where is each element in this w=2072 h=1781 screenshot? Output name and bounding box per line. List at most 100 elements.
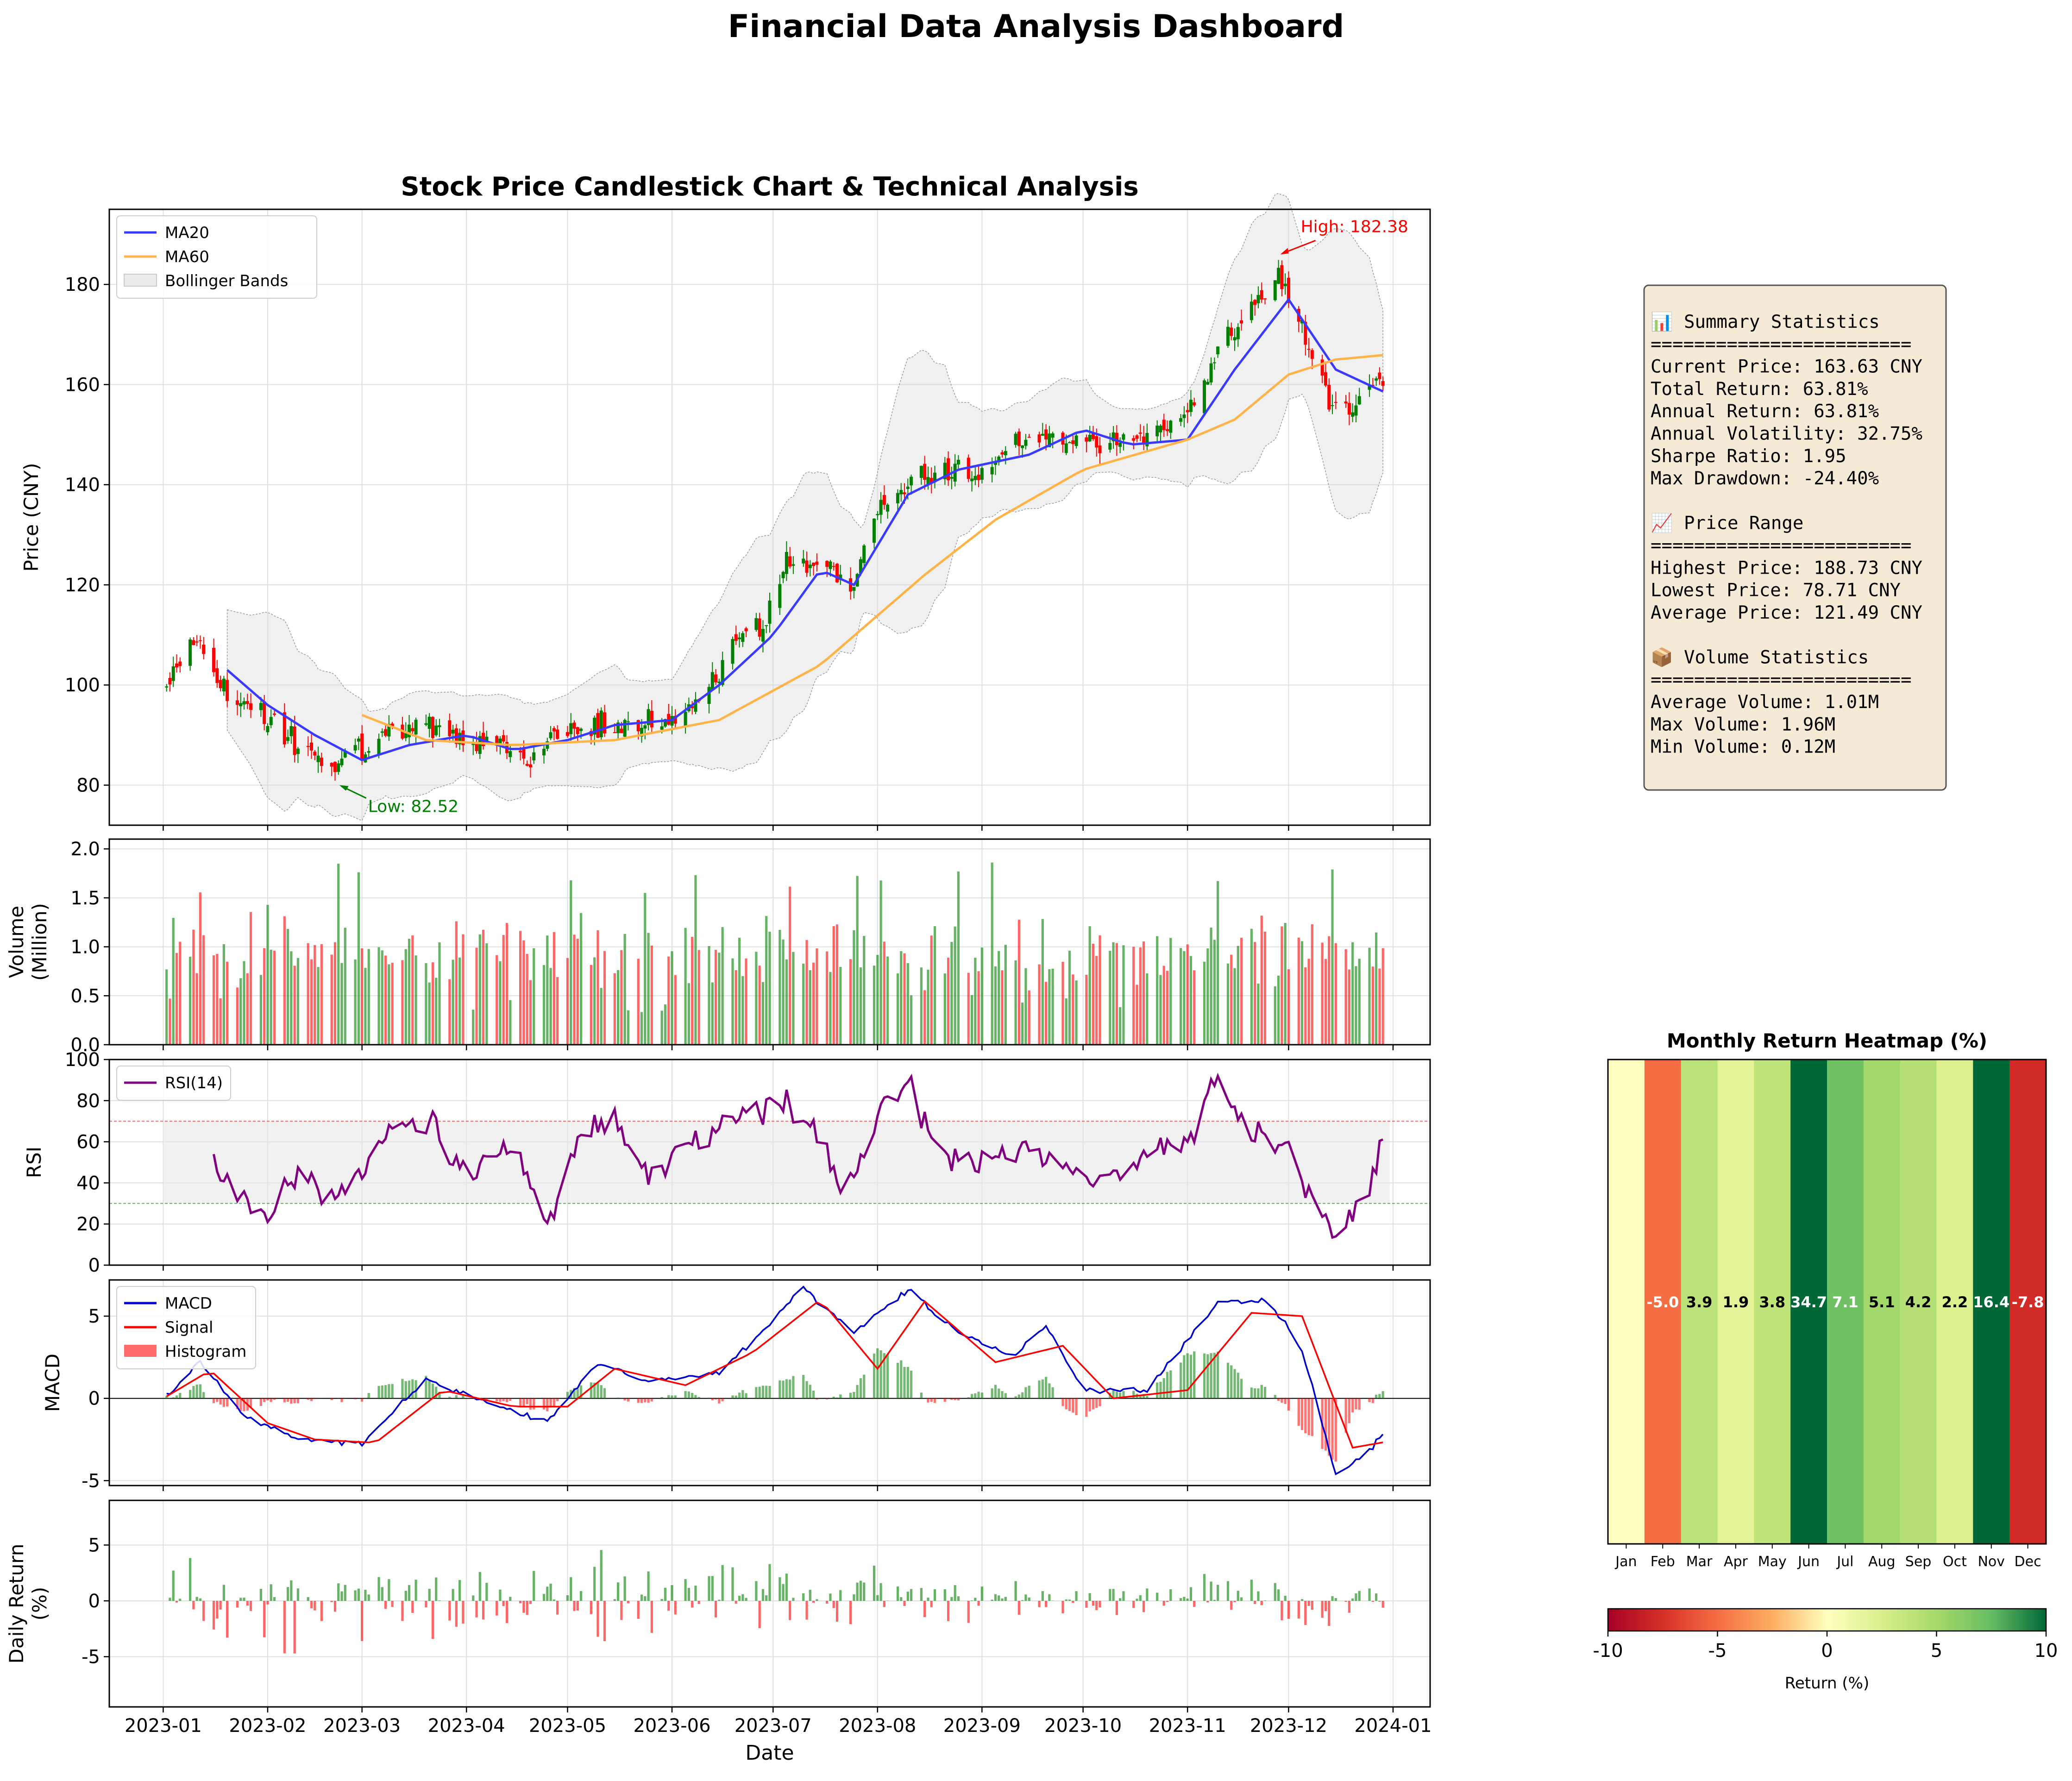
- volume-bar: [1183, 951, 1186, 1045]
- volume-bar: [617, 970, 620, 1045]
- volume-bar: [660, 1010, 663, 1045]
- volume-bar: [1021, 1002, 1024, 1045]
- macd-histogram-bar: [977, 1392, 980, 1398]
- heatmap-month-label: Dec: [2015, 1554, 2041, 1570]
- volume-bar: [1281, 926, 1283, 1045]
- daily-return-bar: [1210, 1581, 1212, 1601]
- macd-histogram-bar: [1328, 1398, 1331, 1456]
- daily-return-panel: -5 0 5 Daily Return(%) 2023-01 2023-02 2023-03…: [5, 1499, 1432, 1765]
- daily-return-bar: [1112, 1589, 1115, 1601]
- macd-histogram-bar: [499, 1398, 502, 1402]
- daily-return-bar: [637, 1600, 640, 1619]
- candlestick: [886, 503, 890, 519]
- daily-return-y-tick-label: -5: [82, 1647, 100, 1668]
- volume-bar: [310, 959, 313, 1045]
- macd-histogram-bar: [273, 1398, 276, 1400]
- candlestick: [357, 736, 360, 750]
- volume-bar: [1004, 945, 1007, 1045]
- volume-bar: [411, 935, 414, 1045]
- daily-return-bar: [708, 1576, 710, 1601]
- heatmap-cell-label: 34.7: [1790, 1293, 1827, 1311]
- macd-histogram-bar: [1358, 1398, 1361, 1410]
- volume-bar: [687, 983, 690, 1045]
- daily-return-bar: [542, 1594, 546, 1601]
- candlestick: [738, 632, 741, 648]
- candlestick: [249, 693, 253, 718]
- daily-return-bar: [246, 1600, 249, 1606]
- macd-histogram-bar: [1139, 1395, 1142, 1398]
- legend-entry-label: MACD: [165, 1294, 212, 1313]
- candlestick: [731, 636, 735, 670]
- volume-bar: [1180, 948, 1182, 1045]
- macd-histogram-bar: [1119, 1392, 1122, 1398]
- heatmap-cell: [1608, 1060, 1645, 1544]
- candlestick: [320, 753, 323, 773]
- daily-return-bar: [546, 1587, 549, 1601]
- candlestick: [283, 703, 286, 748]
- volume-bar: [849, 959, 852, 1045]
- volume-bar: [384, 955, 387, 1045]
- candlestick: [1226, 320, 1230, 348]
- candlestick: [1347, 392, 1351, 426]
- candlestick: [572, 720, 576, 739]
- volume-bar: [239, 978, 242, 1045]
- volume-bar: [741, 976, 744, 1045]
- candlestick: [1004, 446, 1007, 464]
- daily-return-bar: [452, 1589, 454, 1601]
- candlestick: [758, 613, 761, 640]
- daily-return-bar: [431, 1600, 434, 1639]
- candlestick: [1108, 433, 1112, 453]
- candlestick: [785, 541, 788, 581]
- daily-return-bar: [674, 1600, 677, 1615]
- daily-return-bar: [428, 1589, 431, 1601]
- volume-bar: [883, 941, 885, 1045]
- volume-bar: [943, 973, 946, 1045]
- candlestick: [947, 451, 950, 486]
- macd-histogram-bar: [785, 1379, 788, 1398]
- legend-entry-label: MA60: [165, 248, 209, 266]
- daily-return-bar: [1014, 1581, 1017, 1601]
- volume-bar: [287, 928, 289, 1045]
- volume-bar: [998, 951, 1000, 1045]
- macd-histogram-bar: [980, 1392, 983, 1398]
- daily-return-bar: [761, 1589, 765, 1601]
- daily-return-bar: [1024, 1594, 1027, 1601]
- daily-return-bar: [226, 1600, 229, 1638]
- volume-bar: [1119, 1007, 1122, 1045]
- volume-bar: [1355, 966, 1357, 1045]
- macd-histogram-bar: [1351, 1398, 1354, 1413]
- candlestick: [1375, 376, 1378, 386]
- daily-return-bar: [320, 1600, 323, 1621]
- macd-histogram-bar: [1162, 1378, 1165, 1398]
- macd-histogram-bar: [1028, 1386, 1030, 1398]
- macd-histogram-bar: [381, 1385, 383, 1398]
- macd-panel: -5 0 5 MACD MACD Signal Histogram: [41, 1279, 1431, 1492]
- macd-histogram-bar: [502, 1398, 505, 1401]
- heatmap-month-label: Sep: [1905, 1554, 1932, 1570]
- macd-histogram-bar: [1088, 1398, 1091, 1411]
- volume-bar: [802, 963, 805, 1045]
- volume-bar: [1162, 966, 1165, 1045]
- monthly-return-heatmap: Monthly Return Heatmap (%) Jan -5.0 Feb 3.9 M…: [1593, 1029, 2058, 1693]
- daily-return-bar: [1180, 1598, 1182, 1601]
- macd-histogram-bar: [974, 1393, 977, 1398]
- daily-return-bar: [789, 1600, 791, 1620]
- volume-bar: [805, 940, 808, 1045]
- volume-bar: [1109, 951, 1111, 1045]
- candlestick: [434, 719, 438, 737]
- x-tick-label: 2023-09: [943, 1715, 1021, 1737]
- macd-histogram-bar: [590, 1382, 592, 1398]
- daily-return-bar: [566, 1595, 569, 1601]
- macd-histogram-bar: [900, 1360, 903, 1398]
- daily-return-bar: [1274, 1583, 1276, 1601]
- summary-line: Min Volume: 0.12M: [1651, 737, 1835, 758]
- volume-bar: [314, 945, 316, 1045]
- daily-return-bar: [435, 1577, 438, 1601]
- candlestick: [862, 544, 866, 566]
- macd-histogram-bar: [482, 1398, 485, 1399]
- macd-histogram-bar: [731, 1395, 734, 1398]
- volume-bar: [1014, 960, 1017, 1045]
- volume-bar: [714, 950, 717, 1045]
- volume-bar: [664, 1004, 667, 1045]
- macd-histogram-bar: [1263, 1386, 1267, 1398]
